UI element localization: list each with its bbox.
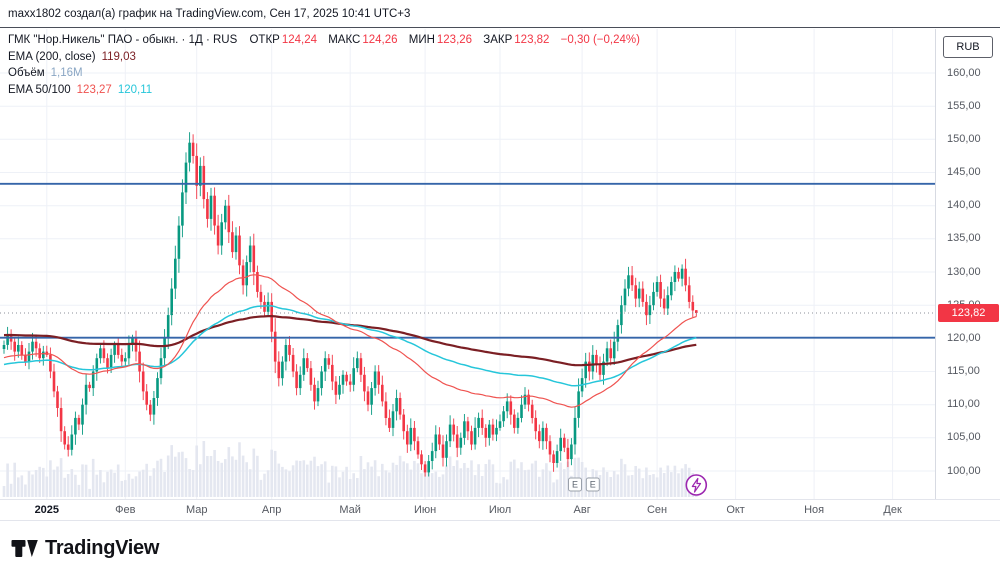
svg-text:E: E	[572, 480, 578, 490]
price-tick-label: 130,00	[947, 265, 981, 278]
time-axis[interactable]: 2025 Фев Мар Апр Май Июн Июл Авг Сен Окт Ноя Дек	[0, 499, 1000, 521]
currency-toggle-button[interactable]: RUB	[943, 36, 993, 58]
price-tick-label: 150,00	[947, 132, 981, 145]
symbol-title[interactable]: ГМК "Нор.Никель" ПАО - обыкн. · 1Д · RUS	[8, 34, 238, 46]
time-tick-label: Дек	[883, 504, 902, 516]
time-tick-label: Сен	[646, 504, 668, 516]
price-tick-label: 155,00	[947, 99, 981, 112]
price-tick-label: 140,00	[947, 199, 981, 212]
level-lines[interactable]	[0, 182, 935, 339]
time-tick-label: Апр	[261, 504, 282, 516]
price-tick-label: 145,00	[947, 166, 981, 178]
svg-text:E: E	[590, 480, 596, 490]
time-tick-label: Май	[339, 504, 361, 516]
attribution-text: maxx1802 создал(а) график на TradingView…	[8, 7, 411, 20]
legend-ema200-row[interactable]: EMA (200, close) 119,03	[8, 49, 640, 66]
last-price-badge: 123,82	[938, 303, 999, 322]
tradingview-mark-icon	[11, 540, 38, 557]
ohlc-open: ОТКР 124,24	[249, 34, 317, 46]
price-tick-label: 120,00	[947, 331, 981, 344]
price-tick-label: 110,00	[947, 398, 980, 411]
tradingview-logo-text: TradingView	[45, 537, 160, 559]
ohlc-low: МИН 123,26	[409, 34, 472, 46]
candles-layer	[2, 132, 698, 477]
close-label: ЗАКР	[483, 34, 513, 46]
legend-symbol-row[interactable]: ГМК "Нор.Никель" ПАО - обыкн. · 1Д · RUS…	[8, 32, 640, 49]
attribution-bar: maxx1802 создал(а) график на TradingView…	[0, 0, 1000, 28]
volume-layer	[2, 441, 698, 497]
footer: TradingView	[0, 521, 1000, 578]
tradingview-logo[interactable]: TradingView	[11, 535, 159, 562]
price-axis[interactable]: RUB 160,00 155,00 150,00 145,00 140,00 135,00…	[935, 29, 1000, 499]
time-tick-label: Июл	[488, 504, 512, 516]
open-value: 124,24	[281, 34, 318, 46]
time-tick-label: 2025	[34, 504, 60, 516]
open-label: ОТКР	[249, 34, 280, 46]
low-value: 123,26	[436, 34, 473, 46]
ema100-value: 120,11	[117, 83, 153, 96]
time-tick-label: Авг	[573, 504, 591, 516]
ohlc-close: ЗАКР 123,82	[483, 34, 549, 46]
ema50-value: 123,27	[76, 83, 112, 96]
time-tick-label: Мар	[185, 504, 208, 516]
volume-label: Объём	[8, 67, 45, 79]
close-value: 123,82	[514, 34, 550, 46]
price-tick-label: 160,00	[947, 66, 981, 79]
low-label: МИН	[408, 34, 435, 46]
ema200-label: EMA (200, close)	[8, 50, 96, 63]
price-tick-label: 135,00	[947, 232, 981, 245]
high-label: МАКС	[328, 34, 361, 46]
change-value: −0,30 (−0,24%)	[560, 34, 640, 46]
price-tick-label: 100,00	[947, 464, 981, 477]
price-tick-label: 105,00	[947, 431, 981, 444]
legend-volume-row[interactable]: Объём 1,16M	[8, 65, 640, 82]
time-tick-label: Фев	[115, 504, 136, 516]
chart-legend: ГМК "Нор.Никель" ПАО - обыкн. · 1Д · RUS…	[8, 32, 640, 98]
high-value: 124,26	[362, 34, 398, 46]
volume-value: 1,16M	[50, 67, 83, 79]
ema200-value: 119,03	[101, 50, 136, 63]
legend-ema50100-row[interactable]: EMA 50/100 123,27 120,11	[8, 82, 640, 99]
time-tick-label: Окт	[726, 504, 745, 516]
ema-lines	[3, 274, 697, 408]
ema50100-label: EMA 50/100	[8, 83, 71, 96]
time-tick-label: Июн	[413, 504, 437, 516]
flash-icon[interactable]	[685, 474, 708, 496]
last-price-value: 123,82	[951, 306, 986, 319]
price-tick-label: 115,00	[947, 365, 980, 377]
ohlc-high: МАКС 124,26	[328, 34, 397, 46]
time-tick-label: Ноя	[804, 504, 825, 516]
